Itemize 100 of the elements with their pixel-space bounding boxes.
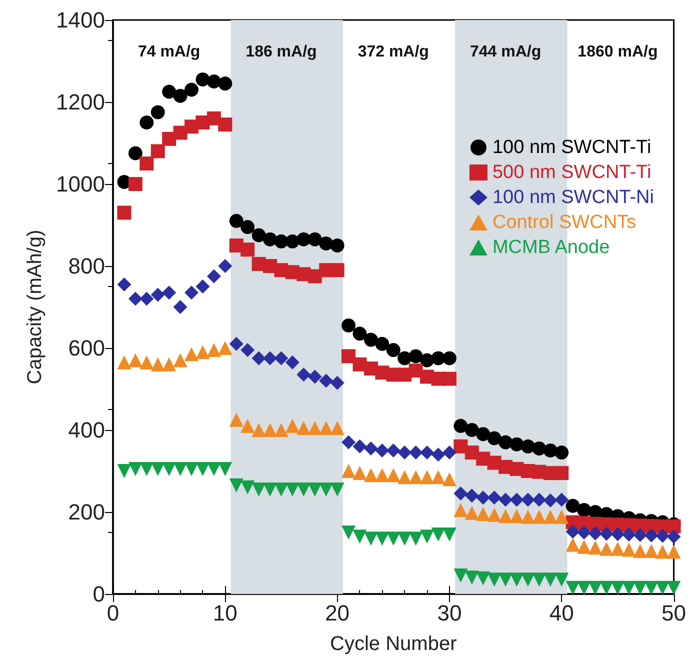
point <box>352 530 367 544</box>
point <box>319 482 334 496</box>
x-tick-label: 50 <box>662 600 686 626</box>
point <box>487 490 502 505</box>
point <box>498 492 513 507</box>
point <box>487 572 502 587</box>
point <box>173 462 188 476</box>
point <box>117 355 132 370</box>
point <box>162 357 176 372</box>
point <box>554 510 569 524</box>
point <box>140 462 154 476</box>
point <box>206 269 221 284</box>
point <box>364 532 378 546</box>
point <box>330 420 344 435</box>
point <box>510 572 524 587</box>
point <box>308 370 322 384</box>
point <box>532 441 546 456</box>
point <box>398 351 412 366</box>
point <box>442 528 456 542</box>
point <box>454 418 468 433</box>
point <box>364 332 378 347</box>
point <box>296 482 311 496</box>
point <box>622 542 636 557</box>
point <box>588 540 602 555</box>
point <box>442 372 456 386</box>
point <box>240 343 255 358</box>
point <box>588 526 602 540</box>
point <box>364 441 378 456</box>
point <box>510 509 524 524</box>
point <box>229 412 244 427</box>
point <box>532 492 546 507</box>
x-axis-title: Cycle Number <box>330 633 458 655</box>
point <box>196 462 210 476</box>
y-tick-label: 1200 <box>56 90 105 114</box>
point <box>252 351 266 366</box>
point <box>240 220 255 234</box>
point <box>296 420 311 435</box>
point <box>352 466 367 480</box>
point <box>150 288 165 302</box>
point <box>375 468 390 482</box>
x-tick-label: 30 <box>437 600 462 626</box>
legend-label: 100 nm SWCNT-Ti <box>492 137 652 158</box>
point <box>342 349 356 364</box>
annotation: 186 mA/g <box>246 44 317 60</box>
point <box>229 214 244 228</box>
point <box>408 532 423 546</box>
point <box>386 343 400 358</box>
point <box>342 526 356 540</box>
point <box>274 351 288 366</box>
point <box>566 524 580 539</box>
point <box>240 242 255 257</box>
point <box>206 74 221 88</box>
point <box>464 423 479 437</box>
point <box>386 532 400 546</box>
point <box>173 300 188 314</box>
point <box>184 462 199 476</box>
point <box>274 482 288 496</box>
point <box>196 345 210 360</box>
point <box>633 544 648 558</box>
point <box>431 470 446 484</box>
point <box>263 423 278 437</box>
point <box>577 540 592 554</box>
point <box>140 292 154 306</box>
point <box>622 528 636 542</box>
y-tick-label: 400 <box>68 418 105 442</box>
point <box>218 462 232 476</box>
annotation: 372 mA/g <box>358 44 429 60</box>
point <box>352 326 367 341</box>
y-tick-label: 0 <box>92 582 105 606</box>
annotation: 1860 mA/g <box>578 44 658 60</box>
point <box>566 498 580 513</box>
point <box>442 446 456 460</box>
point <box>128 462 142 476</box>
point <box>240 418 255 433</box>
point <box>464 570 479 585</box>
point <box>554 446 569 460</box>
point <box>150 462 165 476</box>
point <box>454 568 468 583</box>
point <box>610 542 625 556</box>
point <box>285 234 300 248</box>
point <box>656 580 670 595</box>
y-tick-label: 800 <box>68 254 105 278</box>
point <box>229 336 244 351</box>
point <box>140 156 154 170</box>
legend-label: MCMB Anode <box>492 237 610 258</box>
point <box>308 232 322 246</box>
point <box>666 530 681 544</box>
point <box>218 259 232 273</box>
point <box>285 355 300 370</box>
point <box>520 510 535 524</box>
point <box>150 144 165 158</box>
point <box>330 263 344 278</box>
point <box>588 580 602 595</box>
point <box>252 423 266 437</box>
point <box>498 435 513 450</box>
point <box>498 572 513 587</box>
point <box>162 462 176 476</box>
point <box>408 470 423 484</box>
y-tick-label: 200 <box>68 500 105 524</box>
point <box>454 502 468 517</box>
